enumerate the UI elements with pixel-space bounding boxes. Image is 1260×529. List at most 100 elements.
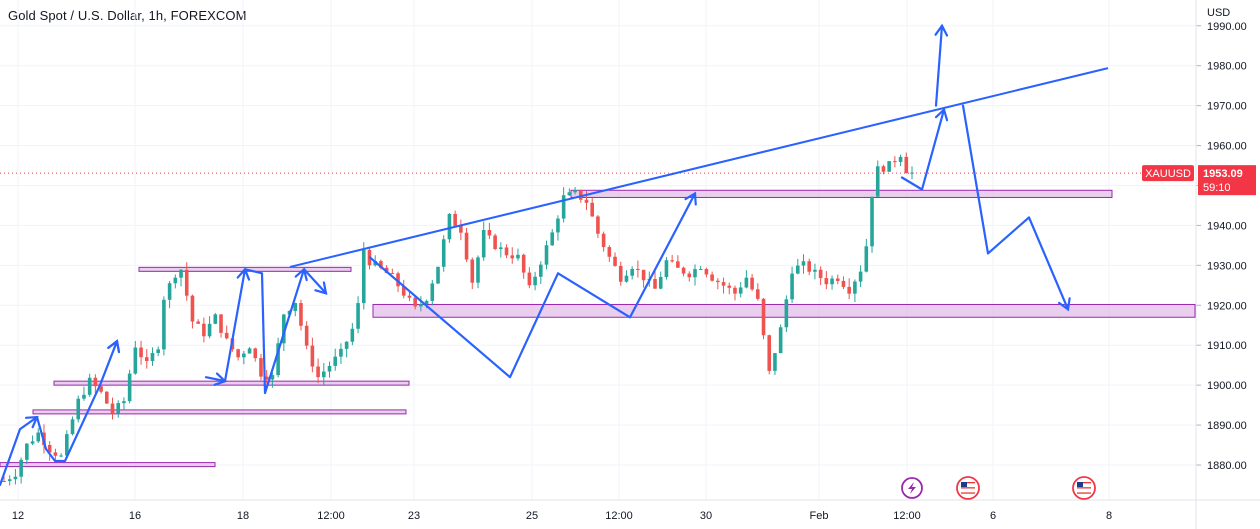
candle-body — [65, 434, 69, 456]
candle-body — [904, 156, 909, 174]
candle-body — [447, 213, 452, 240]
candle-body — [853, 281, 857, 294]
candle-body — [116, 403, 121, 414]
candle-body — [641, 269, 646, 281]
price-badge: XAUUSD 1953.09 59:10 — [1142, 165, 1256, 196]
arrow-head-icon — [213, 372, 228, 386]
flag-stripe — [961, 487, 975, 489]
candle-body — [356, 303, 360, 329]
candle-body — [624, 275, 629, 282]
candle-body — [550, 232, 555, 246]
candle-body — [813, 269, 817, 272]
price-zone[interactable] — [32, 409, 407, 415]
candle-body — [321, 371, 326, 378]
candle-body — [670, 260, 674, 262]
price-tick-label: 1980.00 — [1207, 61, 1247, 73]
countdown-text: 59:10 — [1203, 182, 1231, 194]
candle-body — [82, 394, 86, 399]
candle-body — [664, 260, 669, 278]
price-tick-label: 1880.00 — [1207, 460, 1247, 472]
candle-body — [698, 268, 703, 270]
candle-body — [59, 455, 63, 457]
candle-body — [756, 289, 760, 299]
candle-body — [242, 353, 246, 358]
candle-body — [304, 325, 309, 346]
time-tick-label: 23 — [408, 510, 420, 522]
price-tick-label: 1920.00 — [1207, 300, 1247, 312]
flag-stripe — [961, 484, 975, 486]
arrow-head-icon — [934, 107, 949, 122]
candle-body — [459, 225, 463, 233]
candle-body — [710, 274, 714, 281]
candle-body — [773, 353, 777, 371]
candle-body — [858, 271, 863, 282]
grid-lines — [0, 0, 1195, 500]
candle-body — [761, 298, 766, 336]
us-flag-icon[interactable] — [1072, 476, 1096, 500]
lightning-icon[interactable] — [901, 477, 923, 499]
price-tick-label: 1930.00 — [1207, 260, 1247, 272]
candle-body — [658, 277, 663, 289]
arrow-head-icon — [314, 281, 328, 295]
time-tick-label: 8 — [1106, 510, 1112, 522]
time-tick-label: 12 — [12, 510, 24, 522]
price-zone[interactable] — [53, 380, 410, 386]
projection-path[interactable] — [934, 24, 944, 107]
candle-body — [499, 247, 503, 250]
candle-body — [596, 216, 600, 234]
candle-body — [316, 366, 320, 378]
candle-body — [521, 254, 526, 273]
us-flag-icon[interactable] — [956, 476, 980, 500]
candle-body — [887, 161, 891, 172]
price-badge-text: 1953.09 — [1203, 168, 1243, 180]
flag-stripe — [961, 492, 975, 494]
price-tick-label: 1940.00 — [1207, 220, 1247, 232]
arrow-head-icon — [236, 267, 251, 281]
price-zone[interactable] — [372, 303, 1196, 318]
projection-path[interactable] — [900, 108, 946, 191]
candle-body — [464, 232, 469, 260]
candle-body — [738, 287, 743, 294]
flag-stripe — [1077, 492, 1091, 494]
candle-body — [727, 285, 732, 288]
price-axis: 1880.00 1890.00 1900.00 1910.00 1920.00 1930.… — [1195, 0, 1247, 529]
candle-body — [453, 213, 457, 226]
candle-body — [25, 443, 29, 460]
candle-body — [390, 273, 395, 275]
candle-body — [173, 277, 178, 284]
symbol-badge-bg — [1142, 165, 1194, 182]
candle-body — [2, 480, 6, 482]
price-tick-label: 1890.00 — [1207, 420, 1247, 432]
candle-body — [167, 283, 172, 300]
projection-path[interactable] — [961, 104, 1070, 311]
time-tick-label: 25 — [526, 510, 538, 522]
candle-body — [767, 335, 772, 371]
currency-label: USD — [1207, 7, 1231, 19]
price-zone[interactable] — [0, 462, 216, 468]
price-badge-bg — [1198, 165, 1256, 196]
candle-body — [778, 327, 783, 354]
drawn-lines — [0, 23, 1109, 487]
arrow-head-icon — [294, 267, 308, 282]
candle-body — [795, 265, 800, 274]
candle-body — [379, 261, 383, 268]
projection-path[interactable] — [368, 192, 697, 379]
flag-stripe — [961, 489, 975, 492]
trendline[interactable] — [289, 67, 1109, 268]
candle-body — [584, 199, 589, 203]
candle-body — [824, 278, 829, 285]
price-zone[interactable] — [570, 189, 1113, 198]
candle-body — [516, 254, 520, 259]
candle-body — [350, 328, 355, 342]
candle-body — [293, 303, 298, 311]
candle-body — [881, 166, 886, 172]
candle-body — [687, 273, 692, 278]
projection-path[interactable] — [0, 340, 119, 487]
candle-body — [36, 432, 41, 442]
candle-body — [704, 268, 709, 275]
candle-body — [818, 269, 823, 279]
candle-body — [750, 277, 754, 290]
candle-body — [733, 287, 737, 294]
